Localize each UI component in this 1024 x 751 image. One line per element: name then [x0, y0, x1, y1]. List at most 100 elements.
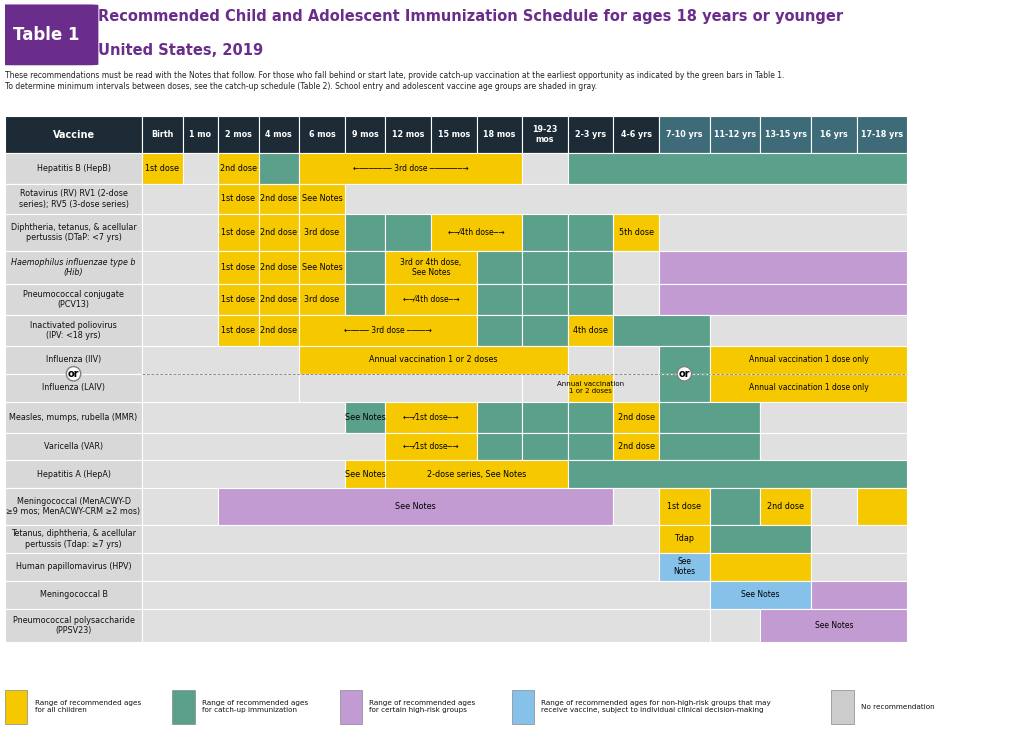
Text: See
Notes: See Notes [673, 557, 695, 577]
Bar [218, 315, 259, 345]
Text: 12 mos: 12 mos [392, 130, 424, 139]
Bar [345, 251, 385, 284]
Bar [567, 374, 613, 402]
Bar [218, 488, 613, 525]
Bar [345, 116, 385, 152]
Bar [5, 433, 142, 460]
Text: Range of recommended ages
for all children: Range of recommended ages for all childr… [35, 700, 140, 713]
Text: See Notes: See Notes [301, 263, 342, 272]
Bar [512, 689, 535, 724]
Text: 2-dose series, See Notes: 2-dose series, See Notes [427, 470, 526, 479]
Text: See Notes: See Notes [345, 412, 385, 421]
Bar [761, 402, 907, 433]
Bar [857, 116, 907, 152]
Text: or: or [68, 369, 79, 379]
Bar [345, 460, 385, 488]
Bar [613, 374, 659, 402]
Text: Pneumococcal conjugate
(PCV13): Pneumococcal conjugate (PCV13) [24, 290, 124, 309]
Bar [613, 488, 659, 525]
Bar [385, 251, 476, 284]
Text: 11-12 yrs: 11-12 yrs [714, 130, 756, 139]
Bar [142, 116, 182, 152]
FancyBboxPatch shape [0, 5, 98, 65]
Bar [385, 284, 476, 315]
Bar [172, 689, 195, 724]
Text: ←─────── 3rd dose ───────→: ←─────── 3rd dose ───────→ [353, 164, 468, 173]
Text: These recommendations must be read with the Notes that follow. For those who fal: These recommendations must be read with … [5, 71, 784, 91]
Bar [142, 183, 218, 214]
Text: No recommendation: No recommendation [861, 704, 934, 710]
Bar [613, 315, 710, 345]
Bar [476, 116, 522, 152]
Bar [811, 116, 857, 152]
Bar [476, 402, 522, 433]
Bar [258, 251, 299, 284]
Bar [811, 525, 907, 553]
Bar [5, 183, 142, 214]
Text: Tetanus, diphtheria, & acellular
pertussis (Tdap: ≥7 yrs): Tetanus, diphtheria, & acellular pertuss… [11, 529, 136, 548]
Bar [811, 553, 907, 581]
Text: 4-6 yrs: 4-6 yrs [621, 130, 651, 139]
Text: Annual vaccination 1 dose only: Annual vaccination 1 dose only [749, 383, 868, 392]
Text: 3rd or 4th dose,
See Notes: 3rd or 4th dose, See Notes [400, 258, 462, 277]
Bar [613, 116, 659, 152]
Bar [258, 152, 299, 183]
Bar [299, 214, 345, 251]
Bar [5, 116, 142, 152]
Text: 3rd dose: 3rd dose [304, 295, 340, 304]
Bar [5, 374, 142, 402]
Bar [258, 183, 299, 214]
Bar [142, 284, 218, 315]
Bar [258, 284, 299, 315]
Bar [567, 402, 613, 433]
Bar [142, 581, 710, 609]
Text: Annual vaccination
1 or 2 doses: Annual vaccination 1 or 2 doses [557, 382, 625, 394]
Text: Hepatitis A (HepA): Hepatitis A (HepA) [37, 470, 111, 479]
Bar [659, 284, 907, 315]
Text: Vaccine: Vaccine [52, 130, 94, 140]
Bar [613, 284, 659, 315]
Text: 9 mos: 9 mos [351, 130, 379, 139]
Bar [659, 374, 710, 402]
Text: Measles, mumps, rubella (MMR): Measles, mumps, rubella (MMR) [9, 412, 137, 421]
Bar [811, 581, 907, 609]
Bar [761, 488, 811, 525]
Bar [522, 251, 567, 284]
Text: ←─⁄4th dose─→: ←─⁄4th dose─→ [449, 228, 505, 237]
Text: 3rd dose: 3rd dose [304, 228, 340, 237]
Text: 2nd dose: 2nd dose [260, 295, 297, 304]
Bar [345, 402, 385, 433]
Bar [659, 525, 710, 553]
Text: 1st dose: 1st dose [221, 228, 255, 237]
Text: Meningococcal (MenACWY-D
≥9 mos; MenACWY-CRM ≥2 mos): Meningococcal (MenACWY-D ≥9 mos; MenACWY… [6, 497, 140, 517]
Bar [299, 183, 345, 214]
Text: 6 mos: 6 mos [308, 130, 335, 139]
Bar [5, 581, 142, 609]
Bar [522, 116, 567, 152]
Bar [218, 152, 259, 183]
Bar [567, 315, 613, 345]
Bar [5, 488, 142, 525]
Text: Human papillomavirus (HPV): Human papillomavirus (HPV) [15, 562, 131, 572]
Bar [567, 460, 907, 488]
Bar [613, 214, 659, 251]
Bar [258, 315, 299, 345]
Bar [831, 689, 854, 724]
Bar [5, 460, 142, 488]
Bar [345, 214, 385, 251]
Text: 1st dose: 1st dose [145, 164, 179, 173]
Text: Meningococcal B: Meningococcal B [40, 590, 108, 599]
Bar [710, 488, 761, 525]
Text: 13-15 yrs: 13-15 yrs [765, 130, 807, 139]
Text: 2 mos: 2 mos [225, 130, 252, 139]
Bar [340, 689, 361, 724]
Bar [659, 433, 761, 460]
Bar [567, 214, 613, 251]
Bar [142, 345, 299, 374]
Bar [182, 152, 218, 183]
Text: See Notes: See Notes [815, 621, 853, 630]
Text: 4th dose: 4th dose [573, 326, 608, 335]
Text: Varicella (VAR): Varicella (VAR) [44, 442, 103, 451]
Bar [613, 433, 659, 460]
Text: ←─⁄1st dose─→: ←─⁄1st dose─→ [403, 412, 459, 421]
